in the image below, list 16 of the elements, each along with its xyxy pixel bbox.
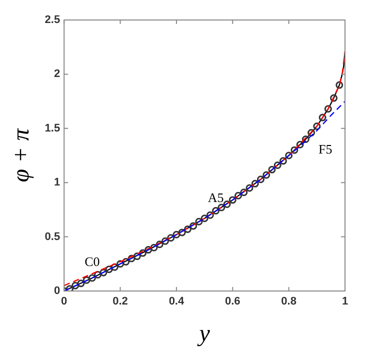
y-tick-label: 1.5 xyxy=(44,122,60,134)
x-tick-label: 0.8 xyxy=(281,296,296,308)
x-tick-label: 0.2 xyxy=(112,296,128,308)
x-tick-label: 0.6 xyxy=(224,296,240,308)
x-tick-label: 1 xyxy=(342,296,348,308)
y-tick-label: 2.5 xyxy=(44,14,60,26)
x-axis-title: y xyxy=(197,320,210,347)
annotation: A5 xyxy=(208,190,224,206)
y-tick-label: 1 xyxy=(54,176,60,189)
annotation: C0 xyxy=(84,254,100,270)
y-tick-label: 0.5 xyxy=(44,230,60,243)
annotation: F5 xyxy=(318,141,332,156)
x-tick-label: 0.4 xyxy=(168,296,185,308)
y-tick-label: 0 xyxy=(54,285,60,298)
y-tick-label: 2 xyxy=(54,68,60,80)
y-axis-title: φ + π xyxy=(8,128,35,182)
